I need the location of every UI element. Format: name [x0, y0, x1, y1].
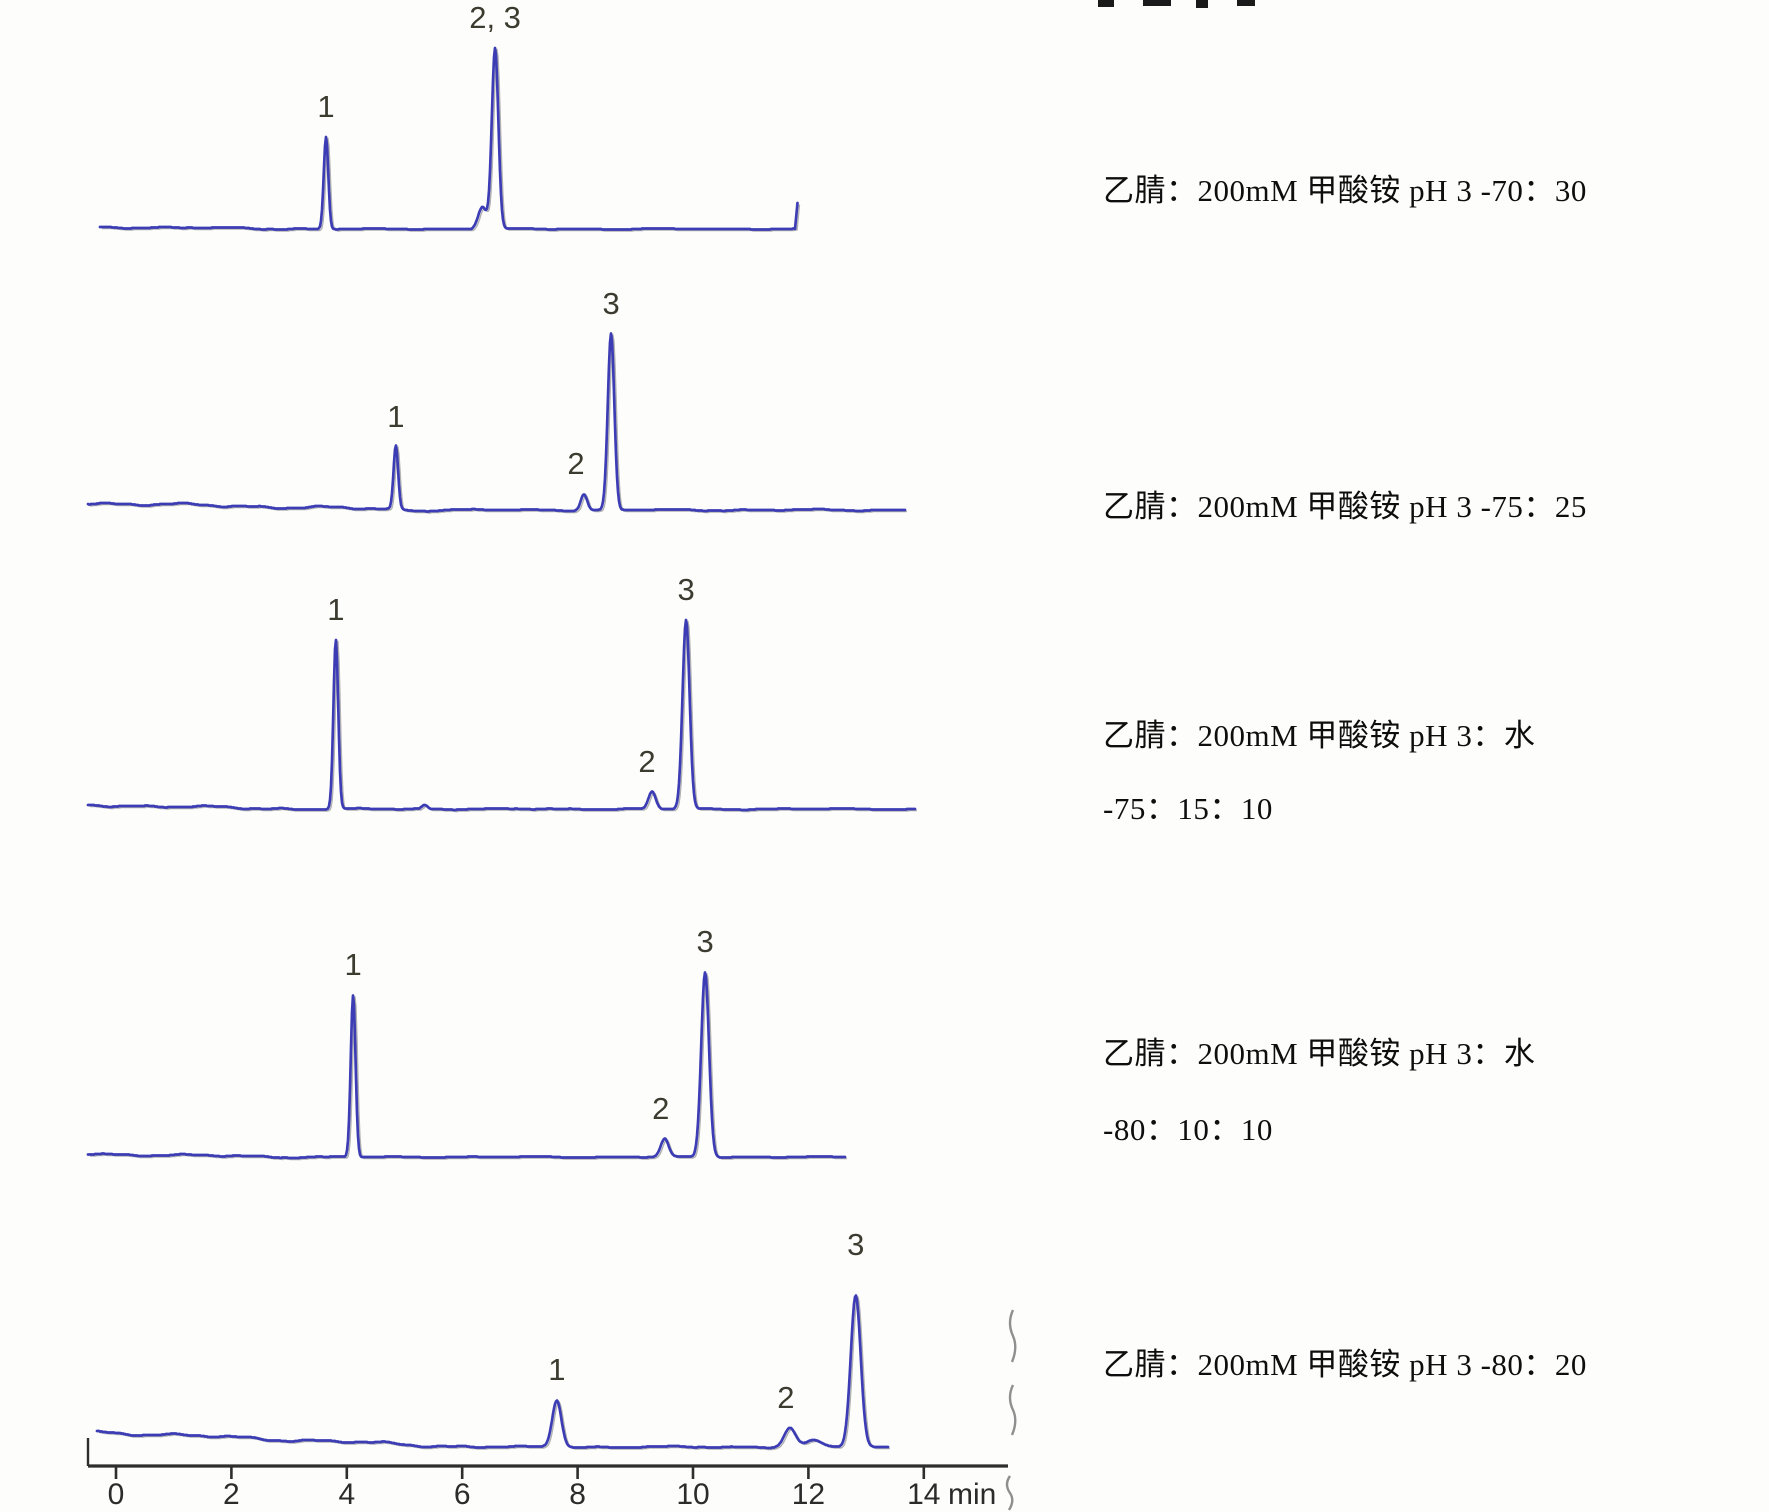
chromatogram-1-shadow	[102, 48, 801, 232]
axis-tick-label: 4	[338, 1478, 355, 1511]
chromatogram-4-shadow	[90, 973, 847, 1161]
chromatogram-4-trace	[86, 971, 847, 1160]
cropped-text-fragment	[1143, 0, 1171, 6]
axis-tick-label: 14	[907, 1478, 940, 1511]
condition-label-3-line-1: 乙腈：200mM 甲酸铵 pH 3：水	[1103, 718, 1536, 753]
chromatogram-3-peak-label-2: 2	[638, 744, 656, 779]
chromatogram-3-shadow	[90, 620, 917, 813]
chromatogram-2-peak-label-2: 2	[567, 446, 585, 481]
condition-label-4-line-2: -80：10：10	[1103, 1112, 1273, 1147]
chromatogram-4-peak-label-1: 1	[344, 947, 362, 982]
axis-tick-label: 10	[676, 1478, 709, 1511]
stray-mark	[1008, 1384, 1017, 1436]
chromatogram-1-trace	[98, 46, 799, 231]
axis-unit-label: min	[948, 1478, 996, 1511]
cropped-text-fragment	[1098, 0, 1114, 7]
axis-tick-label: 8	[569, 1478, 586, 1511]
axis-tick-label: 6	[454, 1478, 471, 1511]
chromatogram-3-peak-label-1: 1	[327, 592, 345, 627]
stray-mark	[1008, 1309, 1017, 1363]
chromatogram-3-trace	[86, 618, 917, 812]
condition-label-1: 乙腈：200mM 甲酸铵 pH 3 -70：30	[1103, 173, 1587, 208]
chromatogram-5-peak-label-2: 2	[777, 1380, 795, 1415]
cropped-text-fragment	[1237, 0, 1255, 6]
chromatogram-1-peak-label-2-3: 2, 3	[469, 0, 521, 35]
chromatogram-2-trace	[86, 332, 907, 513]
chromatogram-5-peak-label-1: 1	[548, 1352, 566, 1387]
stray-mark	[1005, 1475, 1014, 1511]
condition-label-5: 乙腈：200mM 甲酸铵 pH 3 -80：20	[1103, 1347, 1587, 1382]
chromatogram-4-peak-label-2: 2	[652, 1091, 670, 1126]
chromatogram-4-peak-label-3: 3	[696, 924, 714, 959]
condition-label-3-line-2: -75：15：10	[1103, 791, 1273, 826]
chromatogram-2-shadow	[89, 334, 907, 514]
chromatogram-1-peak-label-1: 1	[317, 89, 335, 124]
chromatogram-2-peak-label-3: 3	[602, 286, 620, 321]
chromatogram-5-peak-label-3: 3	[847, 1227, 865, 1262]
chromatogram-2-peak-label-1: 1	[387, 399, 405, 434]
chromatogram-5-trace	[95, 1294, 890, 1450]
axis-tick-label: 2	[223, 1478, 240, 1511]
condition-label-2: 乙腈：200mM 甲酸铵 pH 3 -75：25	[1103, 489, 1587, 524]
chromatogram-5-shadow	[99, 1296, 890, 1451]
condition-label-4-line-1: 乙腈：200mM 甲酸铵 pH 3：水	[1103, 1036, 1536, 1071]
axis-tick-label: 0	[108, 1478, 125, 1511]
chromatogram-3-peak-label-3: 3	[677, 572, 695, 607]
axis-tick-label: 12	[792, 1478, 825, 1511]
cropped-text-fragment	[1196, 0, 1208, 8]
